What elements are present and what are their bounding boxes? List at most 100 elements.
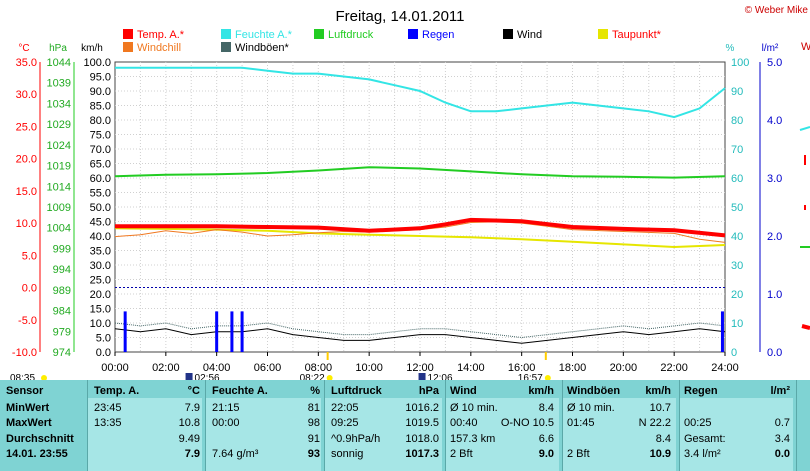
pressure-tick-label: 994 [53, 264, 71, 276]
stat-label: ^0.9hPa/h [331, 433, 381, 445]
x-tick-label: 20:00 [610, 362, 638, 374]
stat-label: 2 Bft [450, 448, 473, 460]
stat-value: 10.8 [178, 417, 200, 429]
row-label: Sensor [6, 385, 44, 397]
series-feuchte-a [115, 66, 726, 119]
legend-label-7: Windböen* [235, 42, 290, 54]
rain-tick-label: 0.0 [767, 347, 782, 359]
stat-value: 0.0 [774, 448, 790, 460]
legend-swatch-7 [221, 42, 231, 52]
sunset-icon [544, 375, 551, 380]
wind-tick-label: 70.0 [90, 144, 111, 156]
pressure-tick-label: 1039 [47, 78, 71, 90]
stat-label: 22:05 [331, 402, 359, 414]
x-tick-label: 08:00 [305, 362, 333, 374]
weather-chart: Freitag, 14.01.2011 © Weber Mike Temp. A… [10, 5, 810, 380]
stat-label: 01:45 [567, 417, 595, 429]
pressure-tick-label: 1019 [47, 161, 71, 173]
row-label: MinWert [6, 402, 50, 414]
moonset-label: 12:06 [428, 373, 453, 380]
stat-label: Ø 10 min. [450, 402, 498, 414]
humidity-tick-label: 20 [731, 289, 743, 301]
rain-tick-label: 1.0 [767, 289, 782, 301]
stat-value: 6.6 [538, 433, 554, 445]
stat-value: O-NO 10.5 [500, 417, 554, 429]
pressure-tick-label: 1024 [47, 140, 71, 152]
rain-tick-label: 2.0 [767, 231, 782, 243]
rain-bar [240, 311, 244, 352]
stats-header-row [0, 380, 810, 400]
stat-label: Ø 10 min. [567, 402, 615, 414]
humidity-tick-label: 90 [731, 86, 743, 98]
stat-value: 9.49 [178, 433, 200, 445]
temp-tick-label: 25.0 [16, 121, 37, 133]
legend-swatch-4 [503, 29, 513, 39]
row-label: MaxWert [6, 417, 52, 429]
rain-tick-label: 3.0 [767, 173, 782, 185]
legend-label-1: Feuchte A.* [235, 29, 293, 41]
stat-value: 93 [307, 448, 320, 460]
humidity-tick-label: 100 [731, 57, 749, 69]
temp-tick-label: 10.0 [16, 218, 37, 230]
series-temp-a [115, 217, 726, 238]
statistics-table: Sensor MinWert MaxWert Durchschnitt 14.01. 2… [0, 380, 810, 471]
stat-value: 81 [307, 402, 320, 414]
x-tick-label: 00:00 [101, 362, 129, 374]
legend: Temp. A.* Feuchte A.* Luftdruck Regen Wind Ta… [123, 29, 662, 54]
stat-value: 8.4 [538, 402, 554, 414]
stat-value: 7.9 [184, 448, 200, 460]
pressure-tick-label: 989 [53, 285, 71, 297]
pressure-tick-label: 984 [53, 306, 71, 318]
rain-bar [720, 311, 724, 352]
x-tick-label: 02:00 [152, 362, 180, 374]
rain-bar [230, 311, 234, 352]
x-tick-label: 22:00 [660, 362, 688, 374]
stat-value: 10.9 [649, 448, 671, 460]
wind-tick-label: 65.0 [90, 159, 111, 171]
stat-label: 2 Bft [567, 448, 590, 460]
stat-label: 00:40 [450, 417, 478, 429]
wind-tick-label: 100.0 [83, 57, 111, 69]
wind-tick-label: 35.0 [90, 246, 111, 258]
stat-label: 157.3 km [450, 433, 496, 445]
sun-icon [41, 375, 47, 380]
temp-tick-label: 30.0 [16, 89, 37, 101]
legend-label-5: Taupunkt* [612, 29, 662, 41]
stat-value: 0.7 [774, 417, 790, 429]
stat-label: 23:45 [94, 402, 122, 414]
temp-unit-label: °C [18, 43, 29, 54]
stat-label: 21:15 [212, 402, 240, 414]
humidity-tick-label: 10 [731, 318, 743, 330]
col-bg-humidity [206, 398, 321, 471]
row-label: 14.01. 23:55 [6, 448, 68, 460]
column-unit: km/h [645, 385, 671, 397]
moonrise-icon [185, 373, 193, 380]
x-tick-label: 10:00 [355, 362, 383, 374]
temp-tick-label: 5.0 [22, 250, 37, 262]
rain-bar [215, 311, 219, 352]
legend-label-0: Temp. A.* [137, 29, 185, 41]
x-tick-label: 16:00 [508, 362, 536, 374]
humidity-unit-label: % [726, 43, 735, 54]
wind-tick-label: 90.0 [90, 86, 111, 98]
pressure-tick-label: 1029 [47, 119, 71, 131]
col-bg-pressure [325, 398, 442, 471]
col-bg-rain [680, 398, 793, 471]
pressure-tick-label: 974 [53, 347, 71, 359]
sun-moon-markers: 08:35 08:22 16:57 02:56 12:06 [10, 352, 551, 380]
temp-tick-label: 20.0 [16, 154, 37, 166]
x-tick-label: 04:00 [203, 362, 231, 374]
humidity-tick-label: 50 [731, 202, 743, 214]
pressure-tick-label: 1004 [47, 223, 71, 235]
stat-value: 1018.0 [405, 433, 439, 445]
sunrise-label: 08:22 [300, 373, 325, 380]
legend-swatch-5 [598, 29, 608, 39]
pressure-tick-label: 979 [53, 326, 71, 338]
pressure-tick-label: 1044 [47, 57, 71, 69]
stat-value: 1016.2 [405, 402, 439, 414]
column-unit: hPa [418, 385, 439, 397]
column-unit: km/h [528, 385, 554, 397]
humidity-tick-label: 60 [731, 173, 743, 185]
pressure-tick-label: 1034 [47, 98, 71, 110]
left-time-label: 08:35 [10, 373, 35, 380]
